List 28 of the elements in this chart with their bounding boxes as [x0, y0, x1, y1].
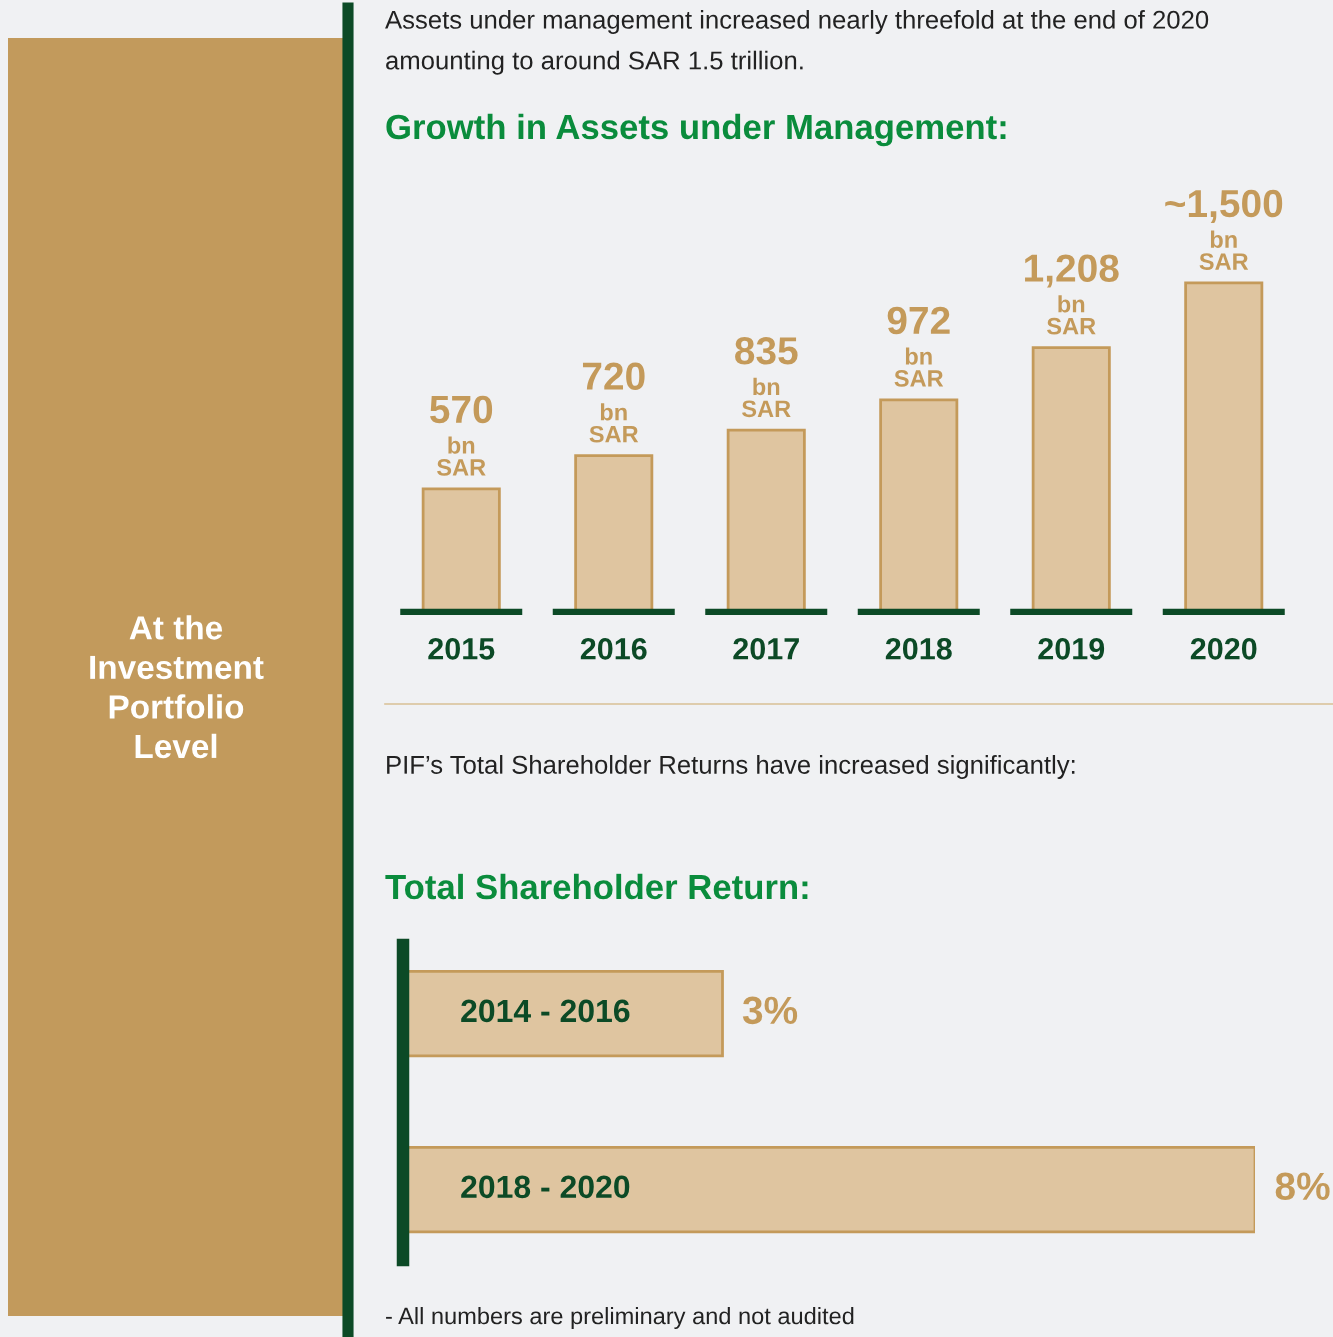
- x-tick-label: 2019: [1038, 638, 1105, 660]
- x-tick-label: 2018: [885, 638, 952, 660]
- x-tick-label: 2017: [733, 638, 799, 660]
- y-tick-label: 2014 - 2016: [461, 999, 630, 1023]
- annotation: bn SAR: [894, 347, 944, 387]
- text: - All numbers are preliminary and not audited: [386, 1306, 854, 1330]
- data-label: 570: [430, 395, 493, 424]
- data-label: 3%: [742, 996, 798, 1025]
- chart-title: Total Shareholder Return:: [385, 873, 808, 900]
- annotation: bn SAR: [437, 436, 486, 476]
- data-label: ~1,500: [1165, 189, 1283, 223]
- y-tick-label: 2018 - 2020: [461, 1175, 630, 1199]
- annotation: bn SAR: [1199, 230, 1249, 270]
- text: Assets under management increased nearly threefold at the end of 2020 amounting to around SAR 1.5 trillion.: [385, 10, 1209, 75]
- x-tick-label: 2016: [580, 638, 647, 660]
- chart-title: Growth in Assets under Management:: [386, 113, 1006, 147]
- data-label: 1,208: [1025, 254, 1119, 288]
- data-label: 835: [735, 337, 798, 365]
- annotation: bn SAR: [742, 377, 791, 418]
- x-tick-label: 2015: [428, 638, 495, 660]
- data-label: 8%: [1275, 1172, 1330, 1201]
- annotation: bn SAR: [1047, 295, 1096, 335]
- x-tick-label: 2020: [1190, 638, 1257, 660]
- text: At the Investment Portfolio Level: [90, 615, 264, 759]
- data-label: 720: [582, 362, 645, 390]
- annotation: bn SAR: [589, 403, 639, 443]
- data-label: 972: [887, 306, 950, 335]
- text: PIF’s Total Shareholder Returns have increased significantly:: [387, 755, 1075, 779]
